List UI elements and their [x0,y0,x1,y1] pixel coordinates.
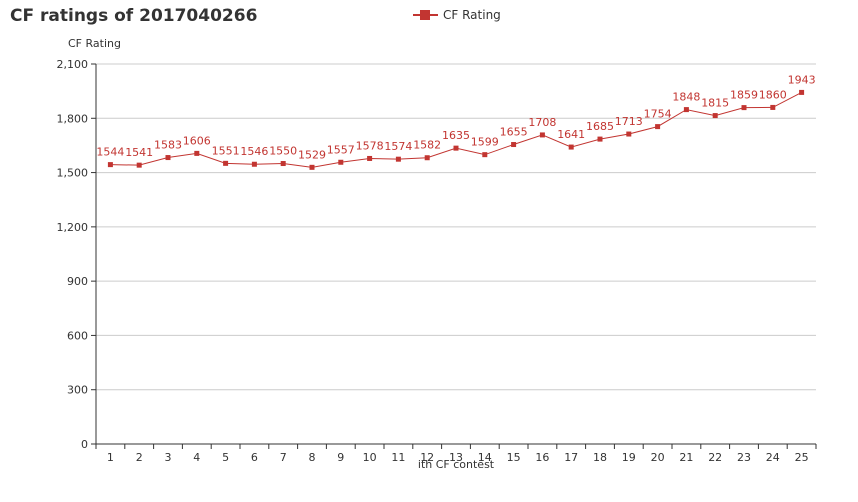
x-tick-label: 16 [535,451,549,464]
data-point[interactable] [367,155,373,161]
x-axis-title: ith CF contest [418,458,495,471]
x-tick-label: 9 [337,451,344,464]
y-tick-label: 1,800 [57,112,89,125]
data-label: 1708 [528,116,556,129]
x-tick-label: 15 [507,451,521,464]
data-label: 1685 [586,120,614,133]
x-tick-label: 19 [622,451,636,464]
x-tick-label: 23 [737,451,751,464]
data-point[interactable] [568,144,574,150]
x-tick-label: 13 [449,451,463,464]
data-label: 1860 [759,88,787,101]
data-point[interactable] [597,136,603,142]
data-label: 1529 [298,148,326,161]
data-label: 1546 [240,145,268,158]
data-label: 1859 [730,89,758,102]
y-tick-label: 0 [81,438,88,451]
data-point[interactable] [799,89,805,95]
data-label: 1557 [327,143,355,156]
x-tick-label: 14 [478,451,492,464]
data-point[interactable] [223,160,229,166]
x-tick-label: 12 [420,451,434,464]
y-tick-label: 1,500 [57,167,89,180]
data-point[interactable] [741,105,747,111]
x-tick-label: 5 [222,451,229,464]
data-label: 1713 [615,115,643,128]
x-tick-label: 6 [251,451,258,464]
data-point[interactable] [626,131,632,137]
data-point[interactable] [770,104,776,110]
data-label: 1541 [125,146,153,159]
series-cf-rating[interactable] [107,89,805,170]
x-tick-label: 11 [391,451,405,464]
data-label: 1550 [269,145,297,158]
data-label: 1578 [356,139,384,152]
x-tick-label: 8 [309,451,316,464]
x-tick-label: 21 [679,451,693,464]
data-label: 1848 [672,91,700,104]
data-label: 1599 [471,136,499,149]
data-point[interactable] [539,132,545,138]
x-tick-label: 3 [165,451,172,464]
data-point[interactable] [712,113,718,119]
x-tick-label: 1 [107,451,114,464]
data-label: 1655 [500,126,528,139]
data-point[interactable] [395,156,401,162]
data-point[interactable] [338,159,344,165]
data-label: 1544 [96,146,124,159]
x-tick-label: 24 [766,451,780,464]
data-point[interactable] [136,162,142,168]
x-tick-label: 4 [193,451,200,464]
y-tick-label: 900 [67,275,88,288]
data-point[interactable] [453,145,459,151]
data-label: 1641 [557,128,585,141]
data-point[interactable] [194,150,200,156]
x-tick-label: 2 [136,451,143,464]
data-label: 1583 [154,139,182,152]
data-point[interactable] [251,161,257,167]
data-point[interactable] [280,161,286,167]
x-tick-label: 25 [795,451,809,464]
x-tick-label: 7 [280,451,287,464]
data-point[interactable] [482,152,488,158]
data-label: 1815 [701,97,729,110]
data-label: 1754 [644,108,672,121]
y-tick-label: 300 [67,384,88,397]
legend-line-marker-icon [413,8,438,22]
y-axis-title: CF Rating [68,37,121,50]
x-tick-label: 17 [564,451,578,464]
x-tick-label: 20 [651,451,665,464]
data-label: 1582 [413,139,441,152]
data-label: 1606 [183,134,211,147]
data-label: 1574 [384,140,412,153]
x-tick-label: 18 [593,451,607,464]
data-label: 1635 [442,129,470,142]
legend[interactable]: CF Rating [413,7,501,23]
data-point[interactable] [309,164,315,170]
data-label: 1943 [788,73,816,86]
y-tick-label: 600 [67,329,88,342]
data-point[interactable] [165,155,171,161]
y-tick-label: 1,200 [57,221,89,234]
y-tick-label: 2,100 [57,58,89,71]
data-point[interactable] [424,155,430,161]
data-point[interactable] [655,124,661,130]
data-point[interactable] [107,162,113,168]
x-tick-label: 22 [708,451,722,464]
data-point[interactable] [511,142,517,148]
data-point[interactable] [683,107,689,113]
chart-title: CF ratings of 2017040266 [10,6,258,26]
grid-lines [96,63,816,391]
data-label: 1551 [212,144,240,157]
legend-label: CF Rating [443,8,501,22]
x-tick-label: 10 [363,451,377,464]
